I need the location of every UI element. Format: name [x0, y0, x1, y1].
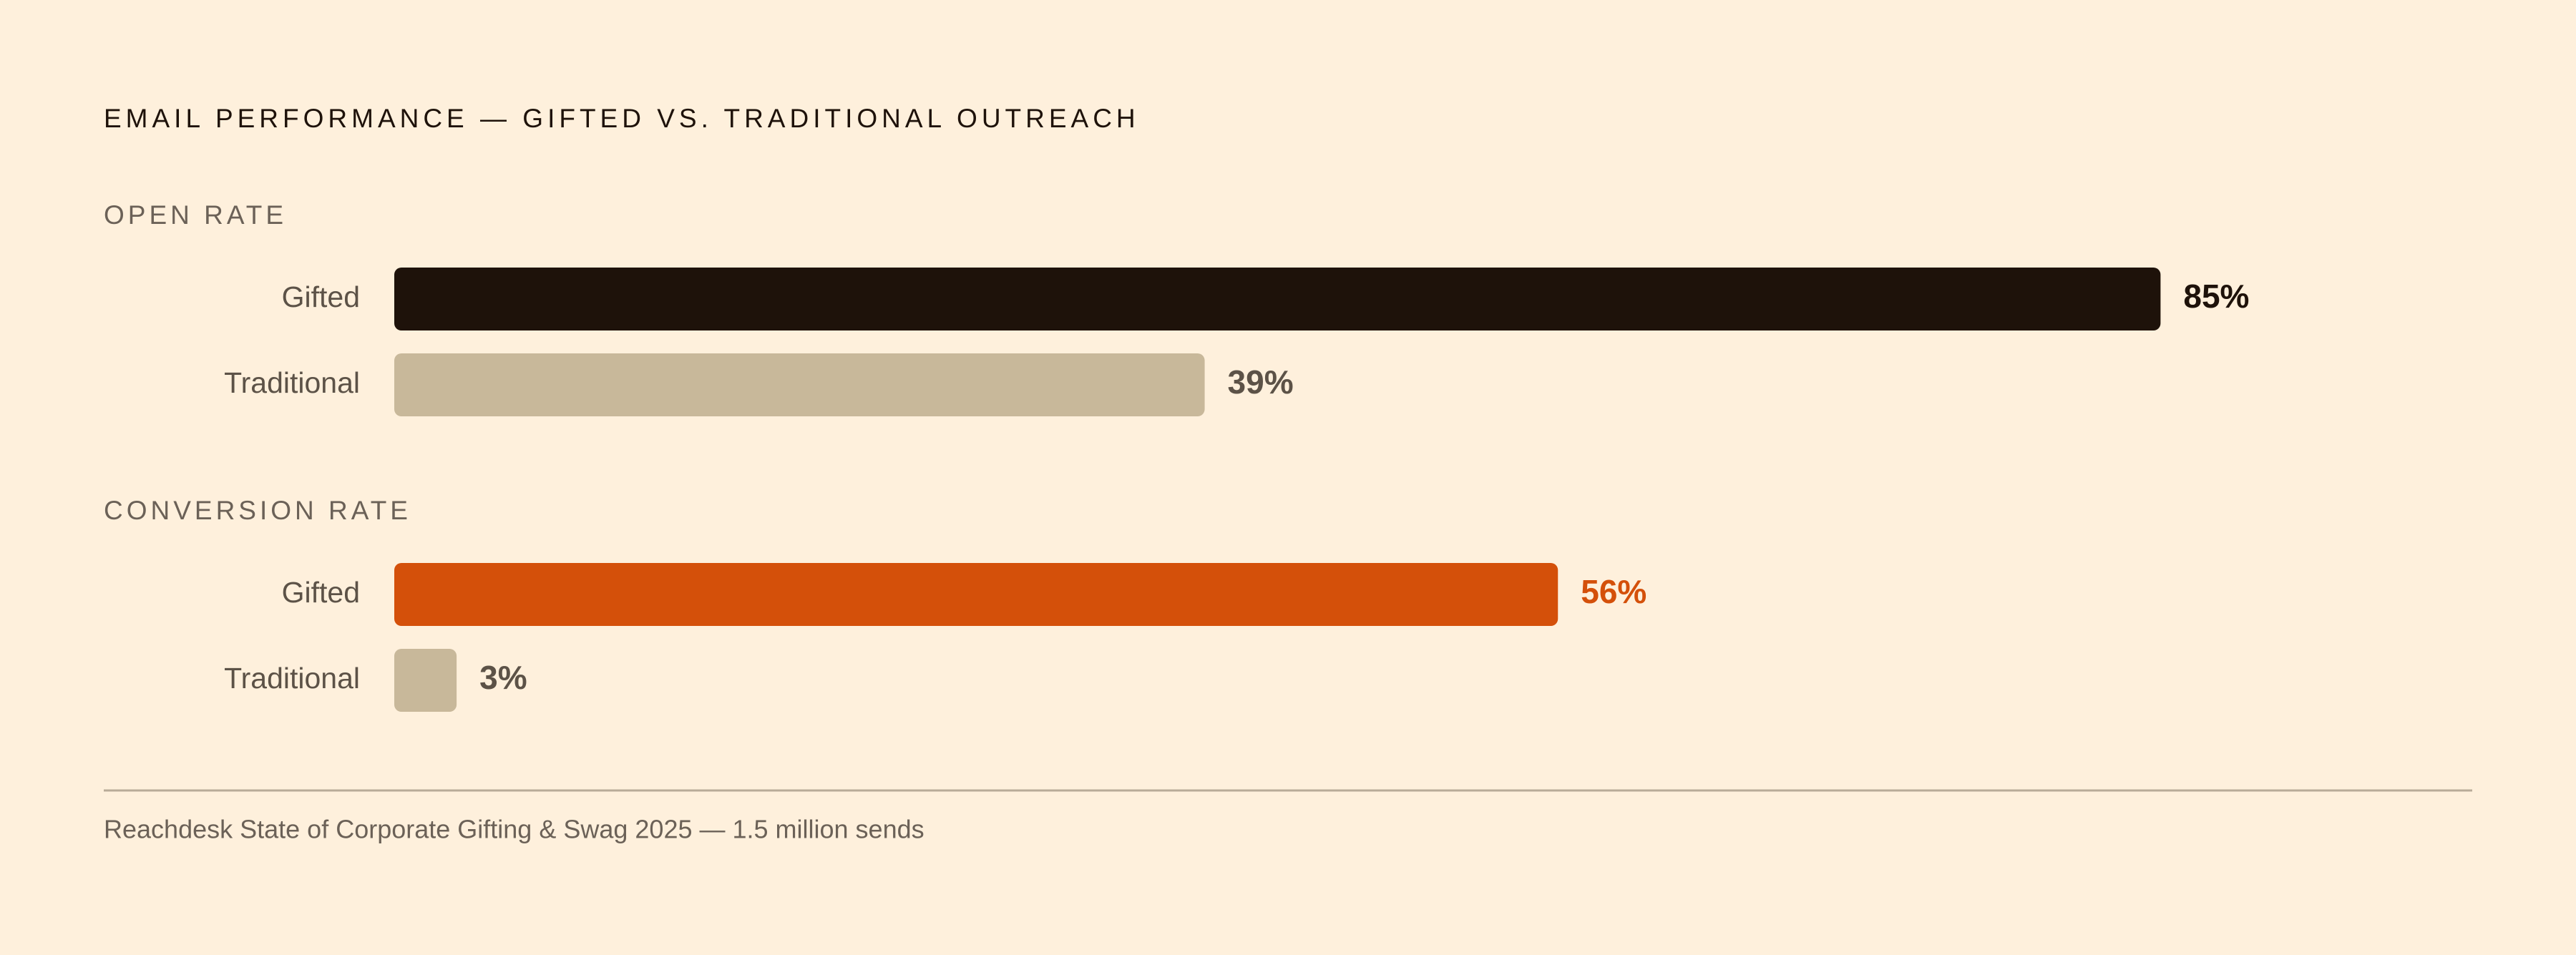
category-label: Gifted	[282, 280, 360, 313]
value-label: 39%	[1228, 363, 1294, 401]
bar	[394, 649, 457, 712]
category-label: Traditional	[224, 366, 360, 399]
bar	[394, 563, 1558, 626]
category-label: Traditional	[224, 662, 360, 695]
category-label: Gifted	[282, 576, 360, 609]
value-label: 85%	[2183, 278, 2249, 315]
source-note: Reachdesk State of Corporate Gifting & S…	[104, 815, 924, 844]
group-title: CONVERSION RATE	[104, 496, 411, 525]
bar	[394, 268, 2161, 330]
page-title: EMAIL PERFORMANCE — GIFTED VS. TRADITION…	[104, 104, 1140, 133]
value-label: 3%	[479, 659, 527, 696]
bar	[394, 353, 1205, 416]
value-label: 56%	[1581, 573, 1646, 610]
group-title: OPEN RATE	[104, 200, 287, 230]
